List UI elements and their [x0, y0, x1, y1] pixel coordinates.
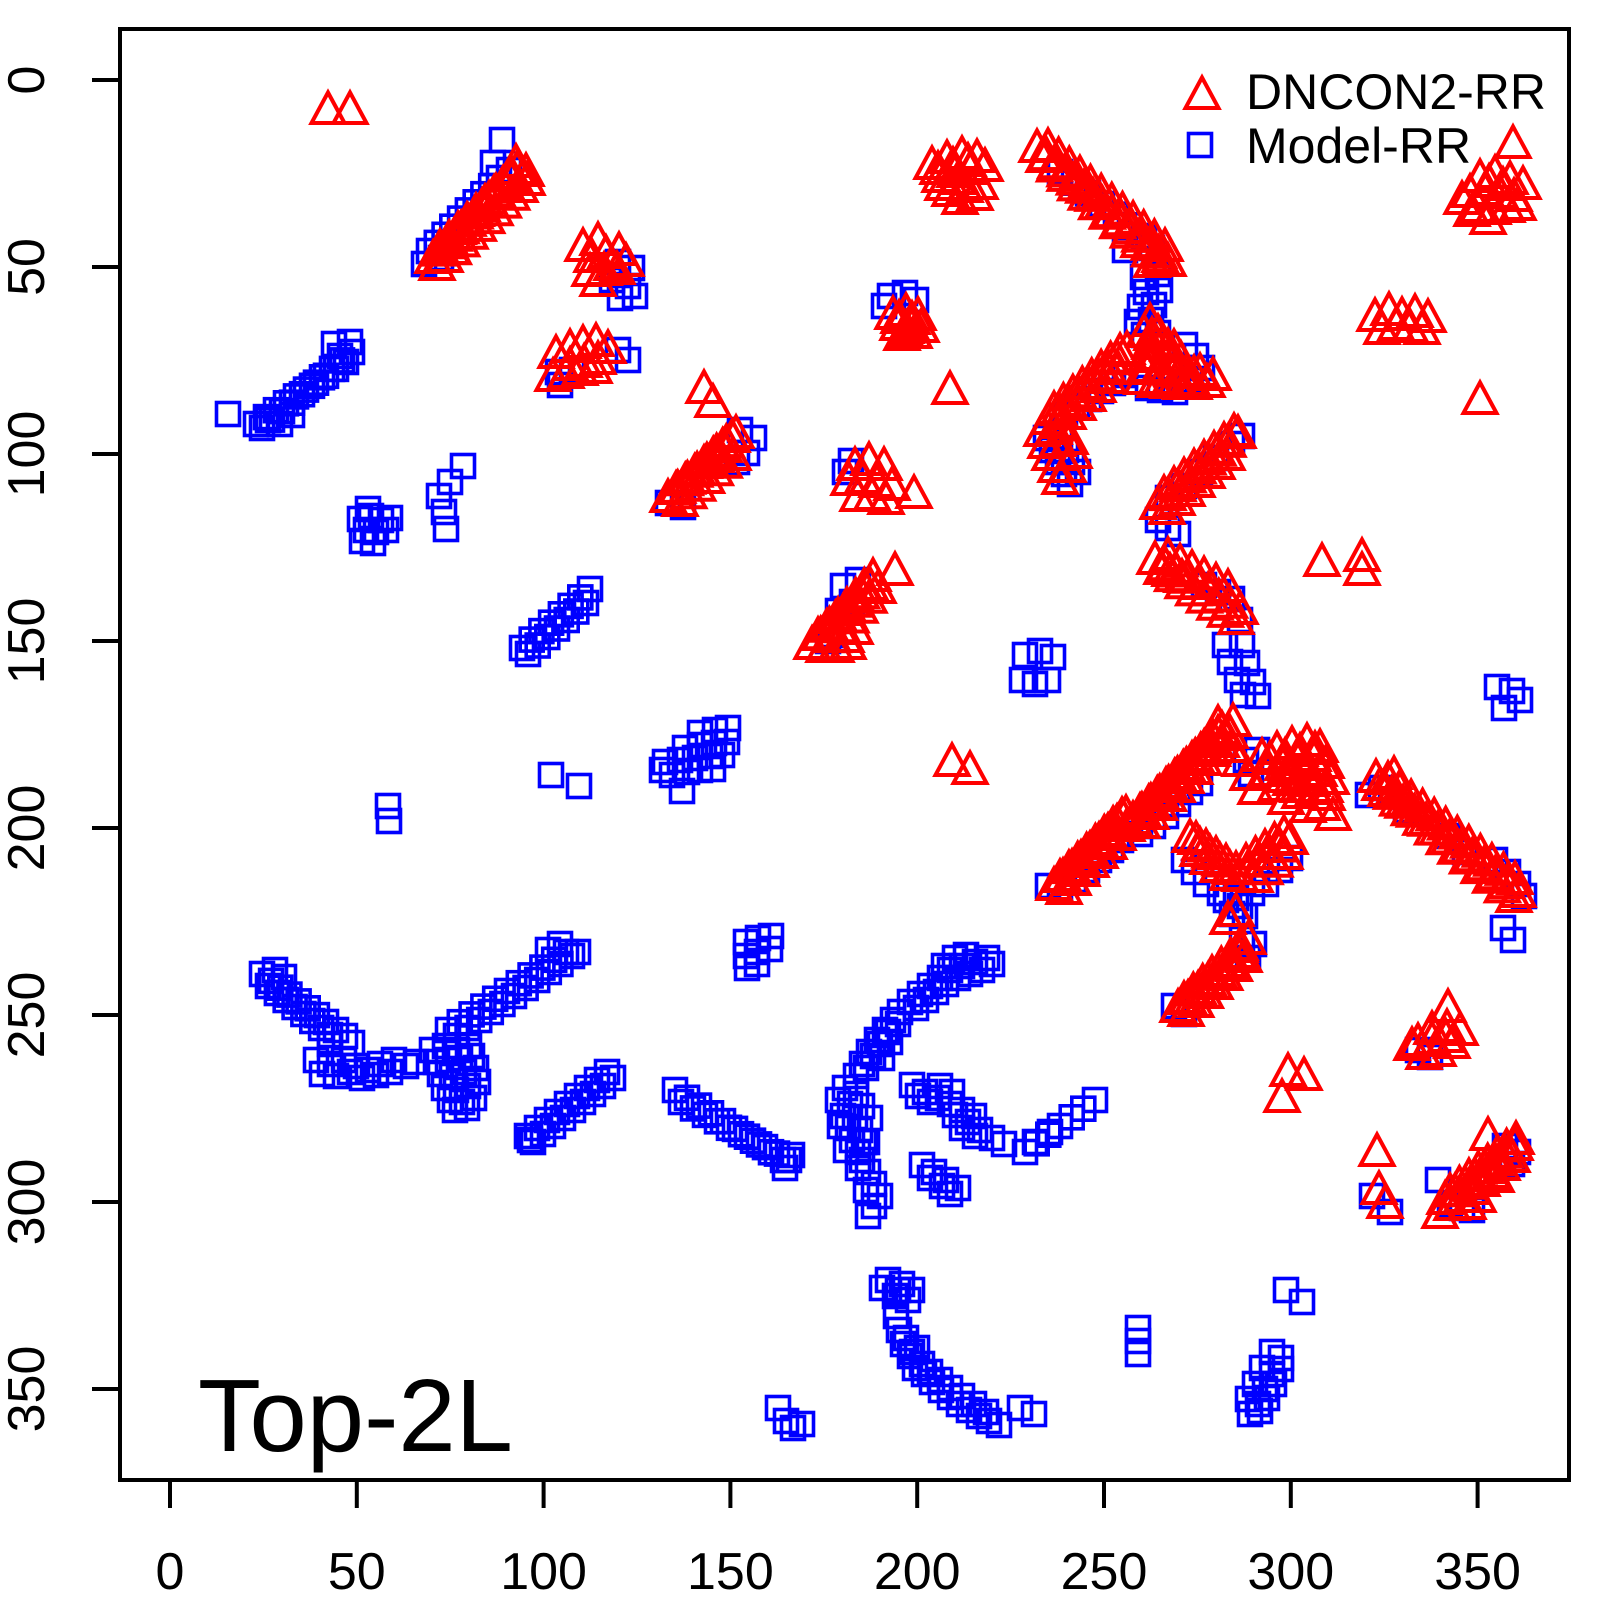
svg-text:DNCON2-RR: DNCON2-RR — [1246, 64, 1546, 120]
svg-text:50: 50 — [328, 1543, 386, 1600]
svg-text:300: 300 — [1247, 1543, 1334, 1600]
svg-text:0: 0 — [0, 66, 56, 95]
svg-text:200: 200 — [0, 785, 56, 872]
svg-text:200: 200 — [874, 1543, 961, 1600]
svg-text:150: 150 — [687, 1543, 774, 1600]
svg-text:350: 350 — [0, 1346, 56, 1433]
svg-text:100: 100 — [0, 411, 56, 498]
svg-text:300: 300 — [0, 1159, 56, 1246]
svg-text:0: 0 — [156, 1543, 185, 1600]
svg-text:Top-2L: Top-2L — [198, 1358, 513, 1473]
svg-text:50: 50 — [0, 238, 56, 296]
svg-text:Model-RR: Model-RR — [1246, 118, 1471, 174]
svg-text:350: 350 — [1434, 1543, 1521, 1600]
svg-text:250: 250 — [0, 972, 56, 1059]
svg-text:150: 150 — [0, 598, 56, 685]
svg-text:250: 250 — [1061, 1543, 1148, 1600]
svg-text:100: 100 — [500, 1543, 587, 1600]
